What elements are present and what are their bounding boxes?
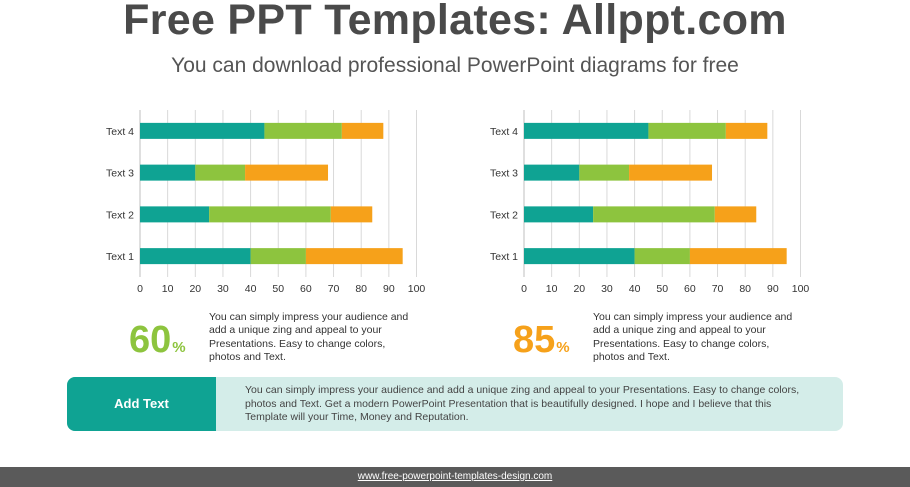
bar-segment [634,248,690,265]
footer-link[interactable]: www.free-powerpoint-templates-design.com [357,471,553,482]
bar-segment [593,206,715,223]
bar-segment [305,248,403,265]
bar-segment [629,164,713,181]
x-tick-label: 80 [355,283,367,295]
bar-segment [341,122,384,139]
x-tick-label: 100 [408,283,425,295]
x-tick-label: 40 [245,283,257,295]
stat-unit: % [556,339,570,356]
bar-segment [714,206,757,223]
x-tick-label: 100 [792,283,809,295]
stat-value: 60 [129,319,172,361]
category-label: Text 1 [490,251,518,263]
bar-segment [140,206,210,223]
x-tick-label: 20 [189,283,201,295]
stacked-bar-chart-left: 0 10 20 30 40 50 60 70 80 90 100 Text 1 Text 2 Text 3… [106,110,425,295]
category-label: Text 1 [106,251,134,263]
x-tick-label: 70 [328,283,340,295]
x-tick-label: 0 [521,283,527,295]
category-label: Text 2 [490,209,518,221]
x-tick-label: 30 [217,283,229,295]
bar-segment [140,164,196,181]
x-tick-label: 80 [739,283,751,295]
category-label: Text 2 [106,209,134,221]
bar-segment [209,206,331,223]
x-tick-label: 30 [601,283,613,295]
stat-description-left: You can simply impress your audience and… [209,311,409,364]
page-title: Free PPT Templates: Allppt.com [123,0,787,44]
x-tick-label: 50 [272,283,284,295]
footer-bar: www.free-powerpoint-templates-design.com [0,467,910,487]
stat-description-right: You can simply impress your audience and… [593,311,793,364]
bar-segment [140,248,251,265]
bar-segment [689,248,787,265]
bar-segment [245,164,329,181]
x-tick-label: 50 [656,283,668,295]
bar-segment [140,122,265,139]
bar-segment [725,122,768,139]
bar-segment [524,164,580,181]
category-label: Text 4 [490,126,518,138]
category-label: Text 3 [490,168,518,180]
stat-left: 60 % [129,318,186,362]
bar-segment [250,248,306,265]
category-label: Text 3 [106,168,134,180]
bar-segment [330,206,373,223]
x-tick-label: 20 [573,283,585,295]
stat-value: 85 [513,319,556,361]
x-tick-label: 60 [300,283,312,295]
x-tick-label: 0 [137,283,143,295]
x-tick-label: 10 [162,283,174,295]
stacked-bar-chart-right: 0 10 20 30 40 50 60 70 80 90 100 Text 1 Text 2 Text 3… [490,110,809,295]
x-tick-label: 90 [383,283,395,295]
x-tick-label: 70 [712,283,724,295]
bar-segment [524,206,594,223]
x-tick-label: 60 [684,283,696,295]
page-subtitle: You can download professional PowerPoint… [171,54,739,77]
x-tick-label: 10 [546,283,558,295]
stat-right: 85 % [513,318,570,362]
bar-segment [195,164,246,181]
bar-segment [524,248,635,265]
banner-text: You can simply impress your audience and… [245,384,800,424]
category-label: Text 4 [106,126,134,138]
x-tick-label: 40 [629,283,641,295]
bar-segment [579,164,630,181]
text-banner: Add Text You can simply impress your aud… [67,377,843,431]
add-text-button[interactable]: Add Text [67,377,216,431]
bar-segment [524,122,649,139]
x-tick-label: 90 [767,283,779,295]
stat-unit: % [172,339,186,356]
bar-segment [648,122,726,139]
bar-segment [264,122,342,139]
